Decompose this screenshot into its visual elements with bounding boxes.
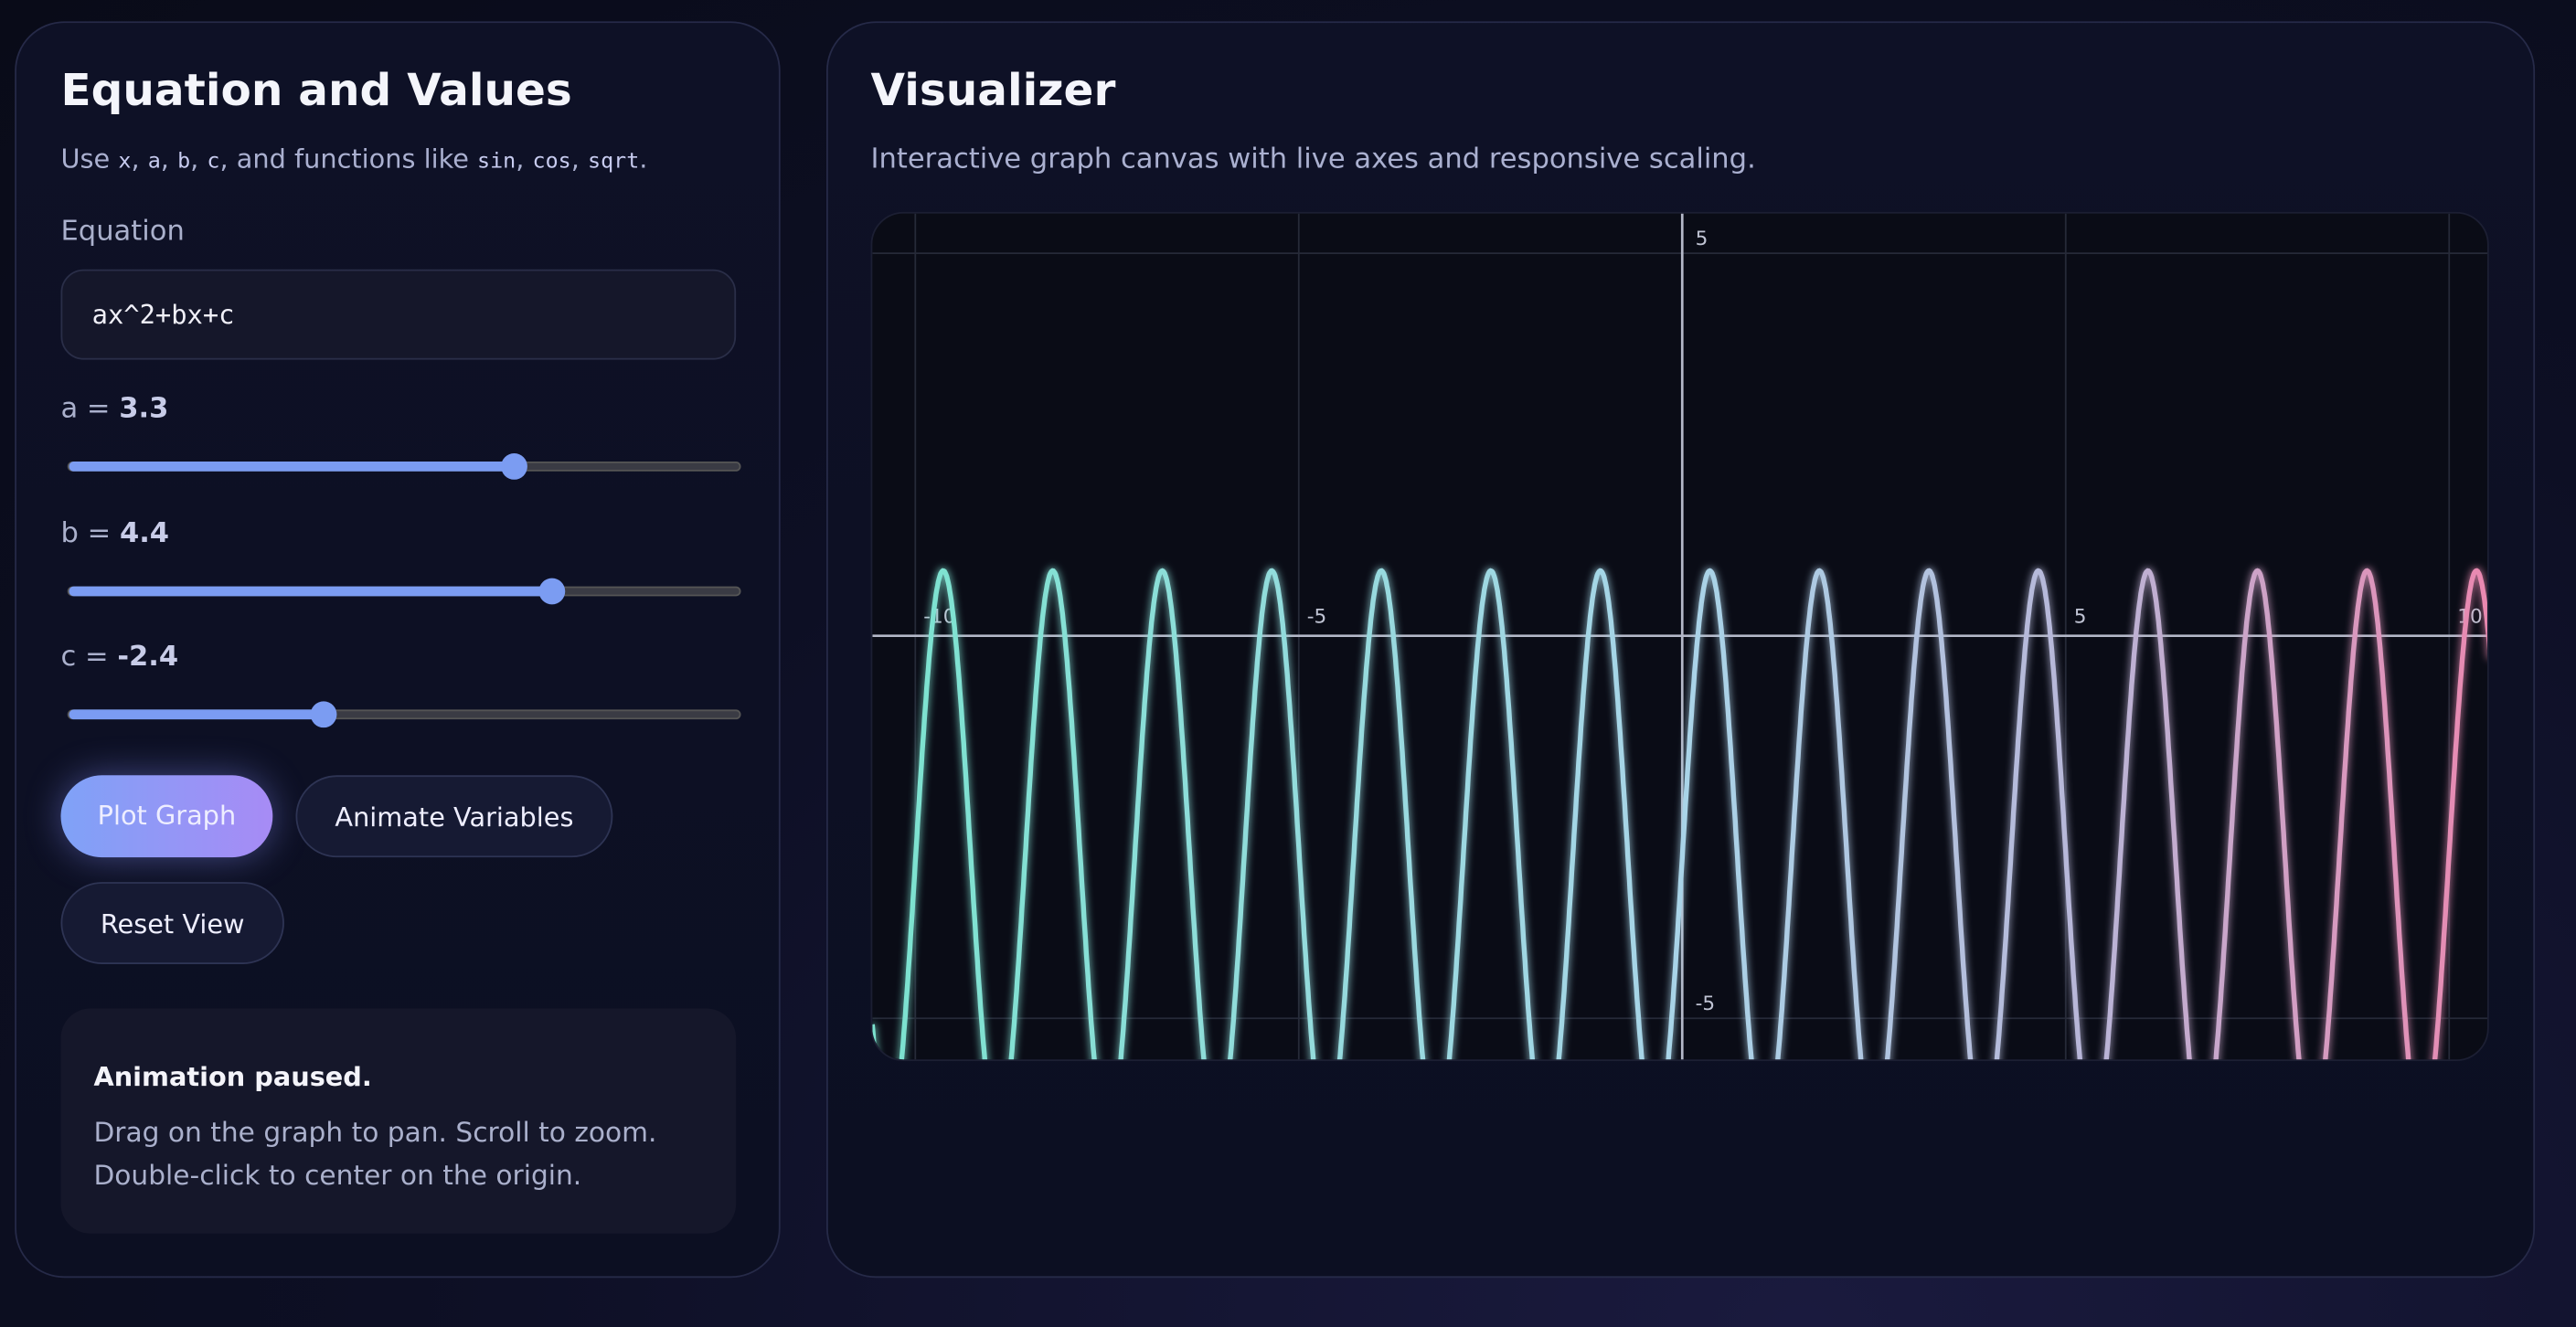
status-title: Animation paused. xyxy=(93,1060,372,1093)
x-tick-label: 5 xyxy=(2074,605,2087,628)
plot-button[interactable]: Plot Graph xyxy=(60,775,273,858)
controls-card: Equation and Values Use x, a, b, c, and … xyxy=(15,21,781,1279)
slider-label: c = -2.4 xyxy=(60,641,178,674)
code-token: x xyxy=(118,149,132,175)
status-text: Drag on the graph to pan. Scroll to zoom… xyxy=(93,1117,657,1191)
code-token: a xyxy=(147,149,161,175)
x-tick-label: 10 xyxy=(2457,605,2482,628)
code-token: sqrt xyxy=(588,149,640,175)
slider-fill xyxy=(69,585,552,596)
slider-name: a = xyxy=(60,392,111,426)
slider-thumb[interactable] xyxy=(501,453,528,480)
code-token: sin xyxy=(477,149,516,175)
y-tick-label: -5 xyxy=(1696,993,1715,1015)
hint-text: , xyxy=(570,143,589,175)
reset-button[interactable]: Reset View xyxy=(60,882,284,964)
equation-label: Equation xyxy=(60,215,185,249)
y-tick-label: 5 xyxy=(1696,228,1708,250)
slider-track[interactable] xyxy=(67,577,741,604)
hint-text: . xyxy=(639,143,648,175)
slider-value: 3.3 xyxy=(119,392,169,426)
slider-thumb[interactable] xyxy=(310,701,337,728)
slider-track[interactable] xyxy=(67,453,741,480)
slider-label: a = 3.3 xyxy=(60,393,168,426)
graph[interactable]: -10 -5 5 105-5 xyxy=(872,213,2488,1061)
x-tick-label: -5 xyxy=(1307,605,1326,628)
equation-input[interactable]: ax^2+bx+c xyxy=(60,269,737,360)
panel-title: Visualizer xyxy=(870,65,1116,117)
animate-button[interactable]: Animate Variables xyxy=(295,775,613,858)
hint-text: , xyxy=(131,143,148,175)
slider-value: 4.4 xyxy=(119,516,170,550)
status-box: Animation paused. Drag on the graph to p… xyxy=(60,1008,737,1234)
panel-title: Equation and Values xyxy=(60,65,572,117)
slider-label: b = 4.4 xyxy=(60,516,169,549)
plot-curve xyxy=(872,568,2487,1060)
slider-fill xyxy=(69,462,516,472)
code-token: c xyxy=(207,149,220,175)
hint-text: , xyxy=(190,143,208,175)
code-token: cos xyxy=(532,149,571,175)
hint-text: , and functions like xyxy=(219,143,478,175)
slider-track[interactable] xyxy=(67,701,741,728)
slider-value: -2.4 xyxy=(117,640,179,674)
slider-fill xyxy=(69,709,325,720)
slider-name: c = xyxy=(60,640,109,674)
hint-text: , xyxy=(160,143,178,175)
graph-canvas[interactable]: -10 -5 5 10 5 -5 xyxy=(870,211,2489,1061)
hint: Use x, a, b, c, and functions like sin, … xyxy=(60,143,647,174)
slider-name: b = xyxy=(60,516,112,550)
hint-text: Use xyxy=(60,143,119,175)
hint-text: , xyxy=(516,143,533,175)
slider-thumb[interactable] xyxy=(538,577,565,604)
code-token: b xyxy=(177,149,191,175)
subtitle: Interactive graph canvas with live axes … xyxy=(870,143,1756,176)
